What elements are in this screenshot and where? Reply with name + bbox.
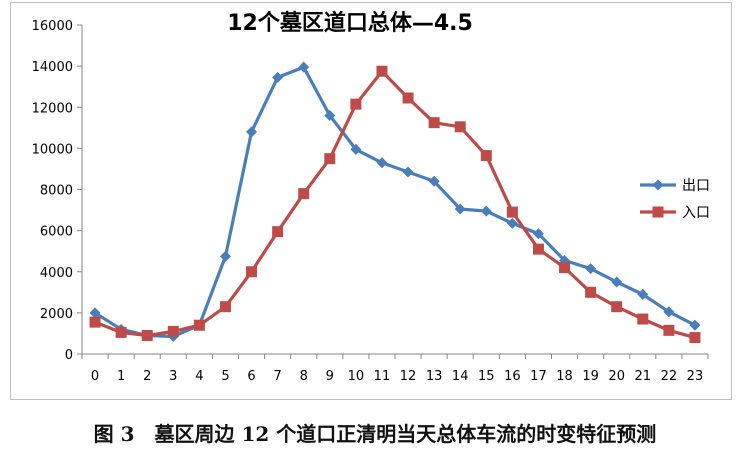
x-tick-label: 15	[478, 369, 495, 384]
x-tick-label: 5	[221, 369, 229, 384]
data-point	[324, 109, 336, 121]
data-point	[298, 61, 310, 73]
x-tick-label: 20	[608, 369, 625, 384]
x-tick-label: 23	[687, 369, 704, 384]
x-tick-label: 11	[374, 369, 391, 384]
data-point	[689, 319, 701, 331]
series-2	[89, 65, 701, 344]
data-point	[272, 71, 284, 83]
data-point	[532, 243, 544, 255]
x-tick-label: 22	[661, 369, 678, 384]
legend-item: 出口	[640, 178, 710, 194]
x-tick-label: 13	[426, 369, 443, 384]
data-point	[663, 324, 675, 336]
data-point	[219, 250, 231, 262]
data-point	[246, 266, 258, 278]
data-point	[637, 288, 649, 300]
legend-marker	[652, 206, 664, 218]
data-point	[324, 153, 336, 165]
data-point	[454, 121, 466, 133]
data-point	[454, 203, 466, 215]
x-tick-label: 21	[635, 369, 652, 384]
data-point	[585, 286, 597, 298]
x-tick-label: 1	[117, 369, 125, 384]
data-point	[219, 301, 231, 313]
data-point	[689, 332, 701, 344]
figure-caption: 图 3 墓区周边 12 个道口正清明当天总体车流的时变特征预测	[93, 422, 657, 446]
y-tick-label: 2000	[40, 307, 73, 322]
series-layer	[89, 61, 701, 344]
data-point	[611, 301, 623, 313]
y-tick-label: 4000	[40, 266, 73, 281]
x-tick-label: 14	[452, 369, 469, 384]
data-point	[506, 206, 518, 218]
series-line	[94, 65, 696, 339]
data-point	[402, 166, 414, 178]
data-point	[532, 228, 544, 240]
x-tick-label: 16	[504, 369, 521, 384]
data-point	[480, 205, 492, 217]
y-tick-label: 10000	[32, 142, 73, 157]
legend-item: 入口	[640, 205, 710, 221]
data-point	[480, 150, 492, 162]
data-point	[376, 157, 388, 169]
legend-marker	[652, 179, 664, 191]
legend-label: 入口	[682, 205, 710, 221]
data-point	[637, 313, 649, 325]
data-point	[559, 262, 571, 274]
data-point	[89, 316, 101, 328]
data-point	[272, 226, 284, 238]
x-tick-label: 10	[348, 369, 365, 384]
data-point	[376, 65, 388, 77]
x-tick-label: 6	[247, 369, 255, 384]
y-tick-label: 6000	[40, 225, 73, 240]
data-point	[428, 117, 440, 129]
x-tick-label: 17	[530, 369, 547, 384]
x-tick-label: 9	[326, 369, 334, 384]
series-1	[89, 61, 701, 343]
y-tick-label: 16000	[32, 19, 73, 34]
y-tick-label: 14000	[32, 60, 73, 75]
y-tick-label: 12000	[32, 101, 73, 116]
data-point	[402, 92, 414, 104]
series-line	[94, 69, 696, 340]
x-tick-label: 12	[400, 369, 417, 384]
x-tick-label: 3	[169, 369, 177, 384]
data-point	[350, 98, 362, 110]
data-point	[663, 306, 675, 318]
data-point	[89, 307, 101, 319]
data-point	[246, 126, 258, 138]
data-point	[350, 143, 362, 155]
data-point	[193, 319, 205, 331]
data-point	[141, 329, 153, 341]
data-point	[115, 326, 127, 338]
x-tick-label: 2	[143, 369, 151, 384]
x-tick-label: 0	[91, 369, 99, 384]
data-point	[611, 276, 623, 288]
x-tick-label: 8	[300, 369, 308, 384]
data-point	[428, 175, 440, 187]
chart-title: 12个墓区道口总体—4.5	[227, 10, 473, 36]
x-tick-label: 7	[273, 369, 281, 384]
data-point	[298, 188, 310, 200]
data-point	[585, 263, 597, 275]
data-point	[506, 217, 518, 229]
x-tick-label: 18	[556, 369, 573, 384]
legend-label: 出口	[682, 178, 710, 194]
y-tick-label: 0	[65, 348, 73, 363]
data-point	[167, 325, 179, 337]
x-tick-label: 19	[582, 369, 599, 384]
y-tick-label: 8000	[40, 184, 73, 199]
x-tick-label: 4	[195, 369, 203, 384]
